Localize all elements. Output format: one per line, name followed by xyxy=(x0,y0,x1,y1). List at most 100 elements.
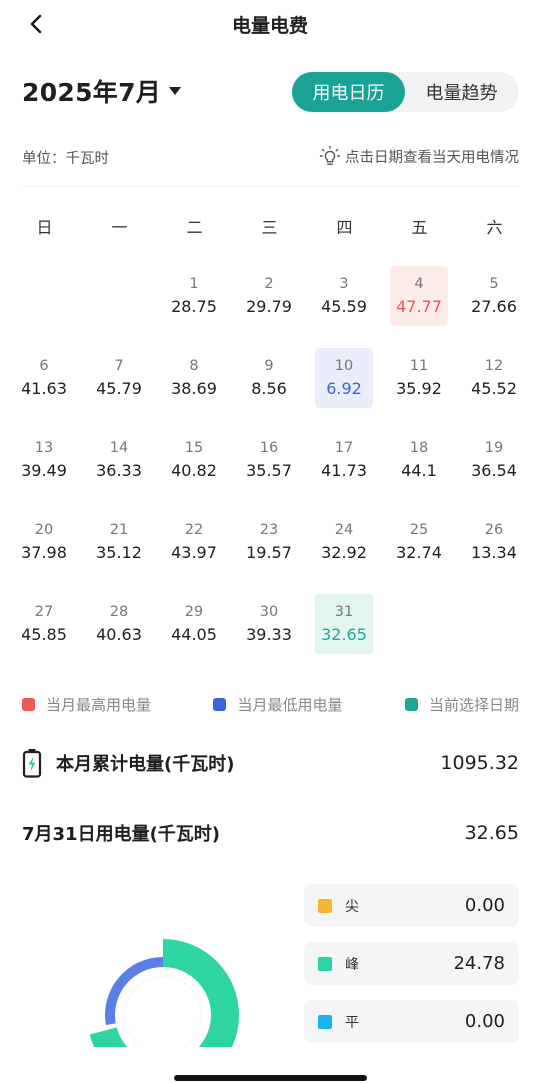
calendar-day-9[interactable]: 9 8.56 xyxy=(232,346,307,428)
calendar-day-17[interactable]: 17 41.73 xyxy=(307,428,382,510)
calendar-grid: 1 28.75 2 29.79 3 45.59 4 47.77 5 27.66 6 41.63 7 45.… xyxy=(7,264,533,674)
calendar-day-value: 45.52 xyxy=(471,379,517,398)
tou-item-flat: 平 0.00 xyxy=(304,1000,519,1043)
calendar-day-value: 45.79 xyxy=(96,379,142,398)
calendar-day-box: 15 40.82 xyxy=(165,430,223,490)
calendar-day-15[interactable]: 15 40.82 xyxy=(157,428,232,510)
legend-label: 当月最高用电量 xyxy=(46,696,152,714)
calendar-day-box: 28 40.63 xyxy=(90,594,148,654)
calendar-day-number: 29 xyxy=(184,604,204,620)
tou-value: 24.78 xyxy=(453,953,505,974)
chevron-left-icon xyxy=(30,14,42,34)
calendar-day-6[interactable]: 6 41.63 xyxy=(7,346,82,428)
weekday-header: 日 一 二 三 四 五 六 xyxy=(7,214,533,238)
page-title: 电量电费 xyxy=(231,15,308,37)
calendar-day-value: 8.56 xyxy=(251,379,287,398)
calendar-day-number: 23 xyxy=(259,522,279,538)
calendar-day-number: 17 xyxy=(334,440,354,456)
calendar-day-number: 4 xyxy=(414,276,424,292)
calendar-day-11[interactable]: 11 35.92 xyxy=(382,346,457,428)
donut-segment-extra xyxy=(89,1027,128,1047)
calendar-day-number: 7 xyxy=(114,358,124,374)
calendar-day-value: 38.69 xyxy=(171,379,217,398)
calendar-day-number: 15 xyxy=(184,440,204,456)
weekday-label: 三 xyxy=(261,218,278,237)
calendar-day-26[interactable]: 26 13.34 xyxy=(457,510,532,592)
tou-swatch xyxy=(318,898,332,913)
calendar-day-14[interactable]: 14 36.33 xyxy=(82,428,157,510)
calendar-day-24[interactable]: 24 32.92 xyxy=(307,510,382,592)
calendar-day-value: 13.34 xyxy=(471,543,517,562)
calendar-day-3[interactable]: 3 45.59 xyxy=(307,264,382,346)
weekday-label: 五 xyxy=(411,218,428,237)
calendar-day-19[interactable]: 19 36.54 xyxy=(457,428,532,510)
calendar-day-number: 24 xyxy=(334,522,354,538)
calendar-day-number: 6 xyxy=(39,358,49,374)
calendar-day-7[interactable]: 7 45.79 xyxy=(82,346,157,428)
calendar-day-value: 43.97 xyxy=(171,543,217,562)
selected-day-value: 32.65 xyxy=(464,822,519,844)
calendar-day-29[interactable]: 29 44.05 xyxy=(157,592,232,674)
calendar-day-box: 25 32.74 xyxy=(390,512,448,572)
hint: 点击日期查看当天用电情况 xyxy=(319,145,519,167)
calendar-day-12[interactable]: 12 45.52 xyxy=(457,346,532,428)
calendar-day-27[interactable]: 27 45.85 xyxy=(7,592,82,674)
legend-item-lowest: 当月最低用电量 xyxy=(213,694,343,715)
calendar-day-18[interactable]: 18 44.1 xyxy=(382,428,457,510)
view-toggle: 用电日历 电量趋势 xyxy=(292,72,519,112)
calendar-day-10[interactable]: 10 6.92 xyxy=(307,346,382,428)
calendar-blank xyxy=(82,264,157,346)
calendar-day-number: 1 xyxy=(189,276,199,292)
tou-swatch xyxy=(318,1014,332,1029)
calendar-day-number: 14 xyxy=(109,440,129,456)
tou-item-sharp: 尖 0.00 xyxy=(304,884,519,927)
calendar-day-28[interactable]: 28 40.63 xyxy=(82,592,157,674)
back-button[interactable] xyxy=(22,10,50,38)
calendar-day-number: 8 xyxy=(189,358,199,374)
month-total-value: 1095.32 xyxy=(440,752,519,774)
tab-calendar[interactable]: 用电日历 xyxy=(292,72,405,112)
calendar-day-box: 6 41.63 xyxy=(15,348,73,408)
calendar-day-16[interactable]: 16 35.57 xyxy=(232,428,307,510)
calendar-day-box: 3 45.59 xyxy=(315,266,373,326)
calendar-day-box: 10 6.92 xyxy=(315,348,373,408)
calendar-day-number: 20 xyxy=(34,522,54,538)
calendar-day-5[interactable]: 5 27.66 xyxy=(457,264,532,346)
calendar-day-value: 45.85 xyxy=(21,625,67,644)
unit-label: 单位：千瓦时 xyxy=(22,151,109,167)
tou-swatch xyxy=(318,956,332,971)
calendar-day-30[interactable]: 30 39.33 xyxy=(232,592,307,674)
month-selector[interactable]: 2025年7月 xyxy=(22,73,182,109)
calendar-day-box: 26 13.34 xyxy=(465,512,523,572)
calendar-day-13[interactable]: 13 39.49 xyxy=(7,428,82,510)
calendar-day-number: 3 xyxy=(339,276,349,292)
calendar-day-23[interactable]: 23 19.57 xyxy=(232,510,307,592)
calendar-day-box: 5 27.66 xyxy=(465,266,523,326)
tou-item-peak: 峰 24.78 xyxy=(304,942,519,985)
selected-day-label: 7月31日用电量(千瓦时) xyxy=(22,824,221,845)
selected-day-row: 7月31日用电量(千瓦时) 32.65 xyxy=(22,818,519,848)
calendar-day-4[interactable]: 4 47.77 xyxy=(382,264,457,346)
calendar-day-1[interactable]: 1 28.75 xyxy=(157,264,232,346)
calendar-day-22[interactable]: 22 43.97 xyxy=(157,510,232,592)
calendar-day-2[interactable]: 2 29.79 xyxy=(232,264,307,346)
calendar-day-8[interactable]: 8 38.69 xyxy=(157,346,232,428)
calendar-day-value: 45.59 xyxy=(321,297,367,316)
weekday-label: 二 xyxy=(186,218,203,237)
calendar-day-box: 13 39.49 xyxy=(15,430,73,490)
tab-trend[interactable]: 电量趋势 xyxy=(425,83,498,104)
calendar-day-box: 30 39.33 xyxy=(240,594,298,654)
lightbulb-icon xyxy=(319,145,341,165)
calendar-day-31[interactable]: 31 32.65 xyxy=(307,592,382,674)
weekday-label: 四 xyxy=(336,218,353,237)
calendar-day-value: 35.12 xyxy=(96,543,142,562)
calendar-day-value: 35.57 xyxy=(246,461,292,480)
calendar-day-21[interactable]: 21 35.12 xyxy=(82,510,157,592)
calendar-day-box: 29 44.05 xyxy=(165,594,223,654)
calendar-day-box: 16 35.57 xyxy=(240,430,298,490)
calendar-day-25[interactable]: 25 32.74 xyxy=(382,510,457,592)
calendar-day-number: 16 xyxy=(259,440,279,456)
calendar-day-20[interactable]: 20 37.98 xyxy=(7,510,82,592)
battery-icon xyxy=(22,749,42,778)
calendar-day-box: 23 19.57 xyxy=(240,512,298,572)
